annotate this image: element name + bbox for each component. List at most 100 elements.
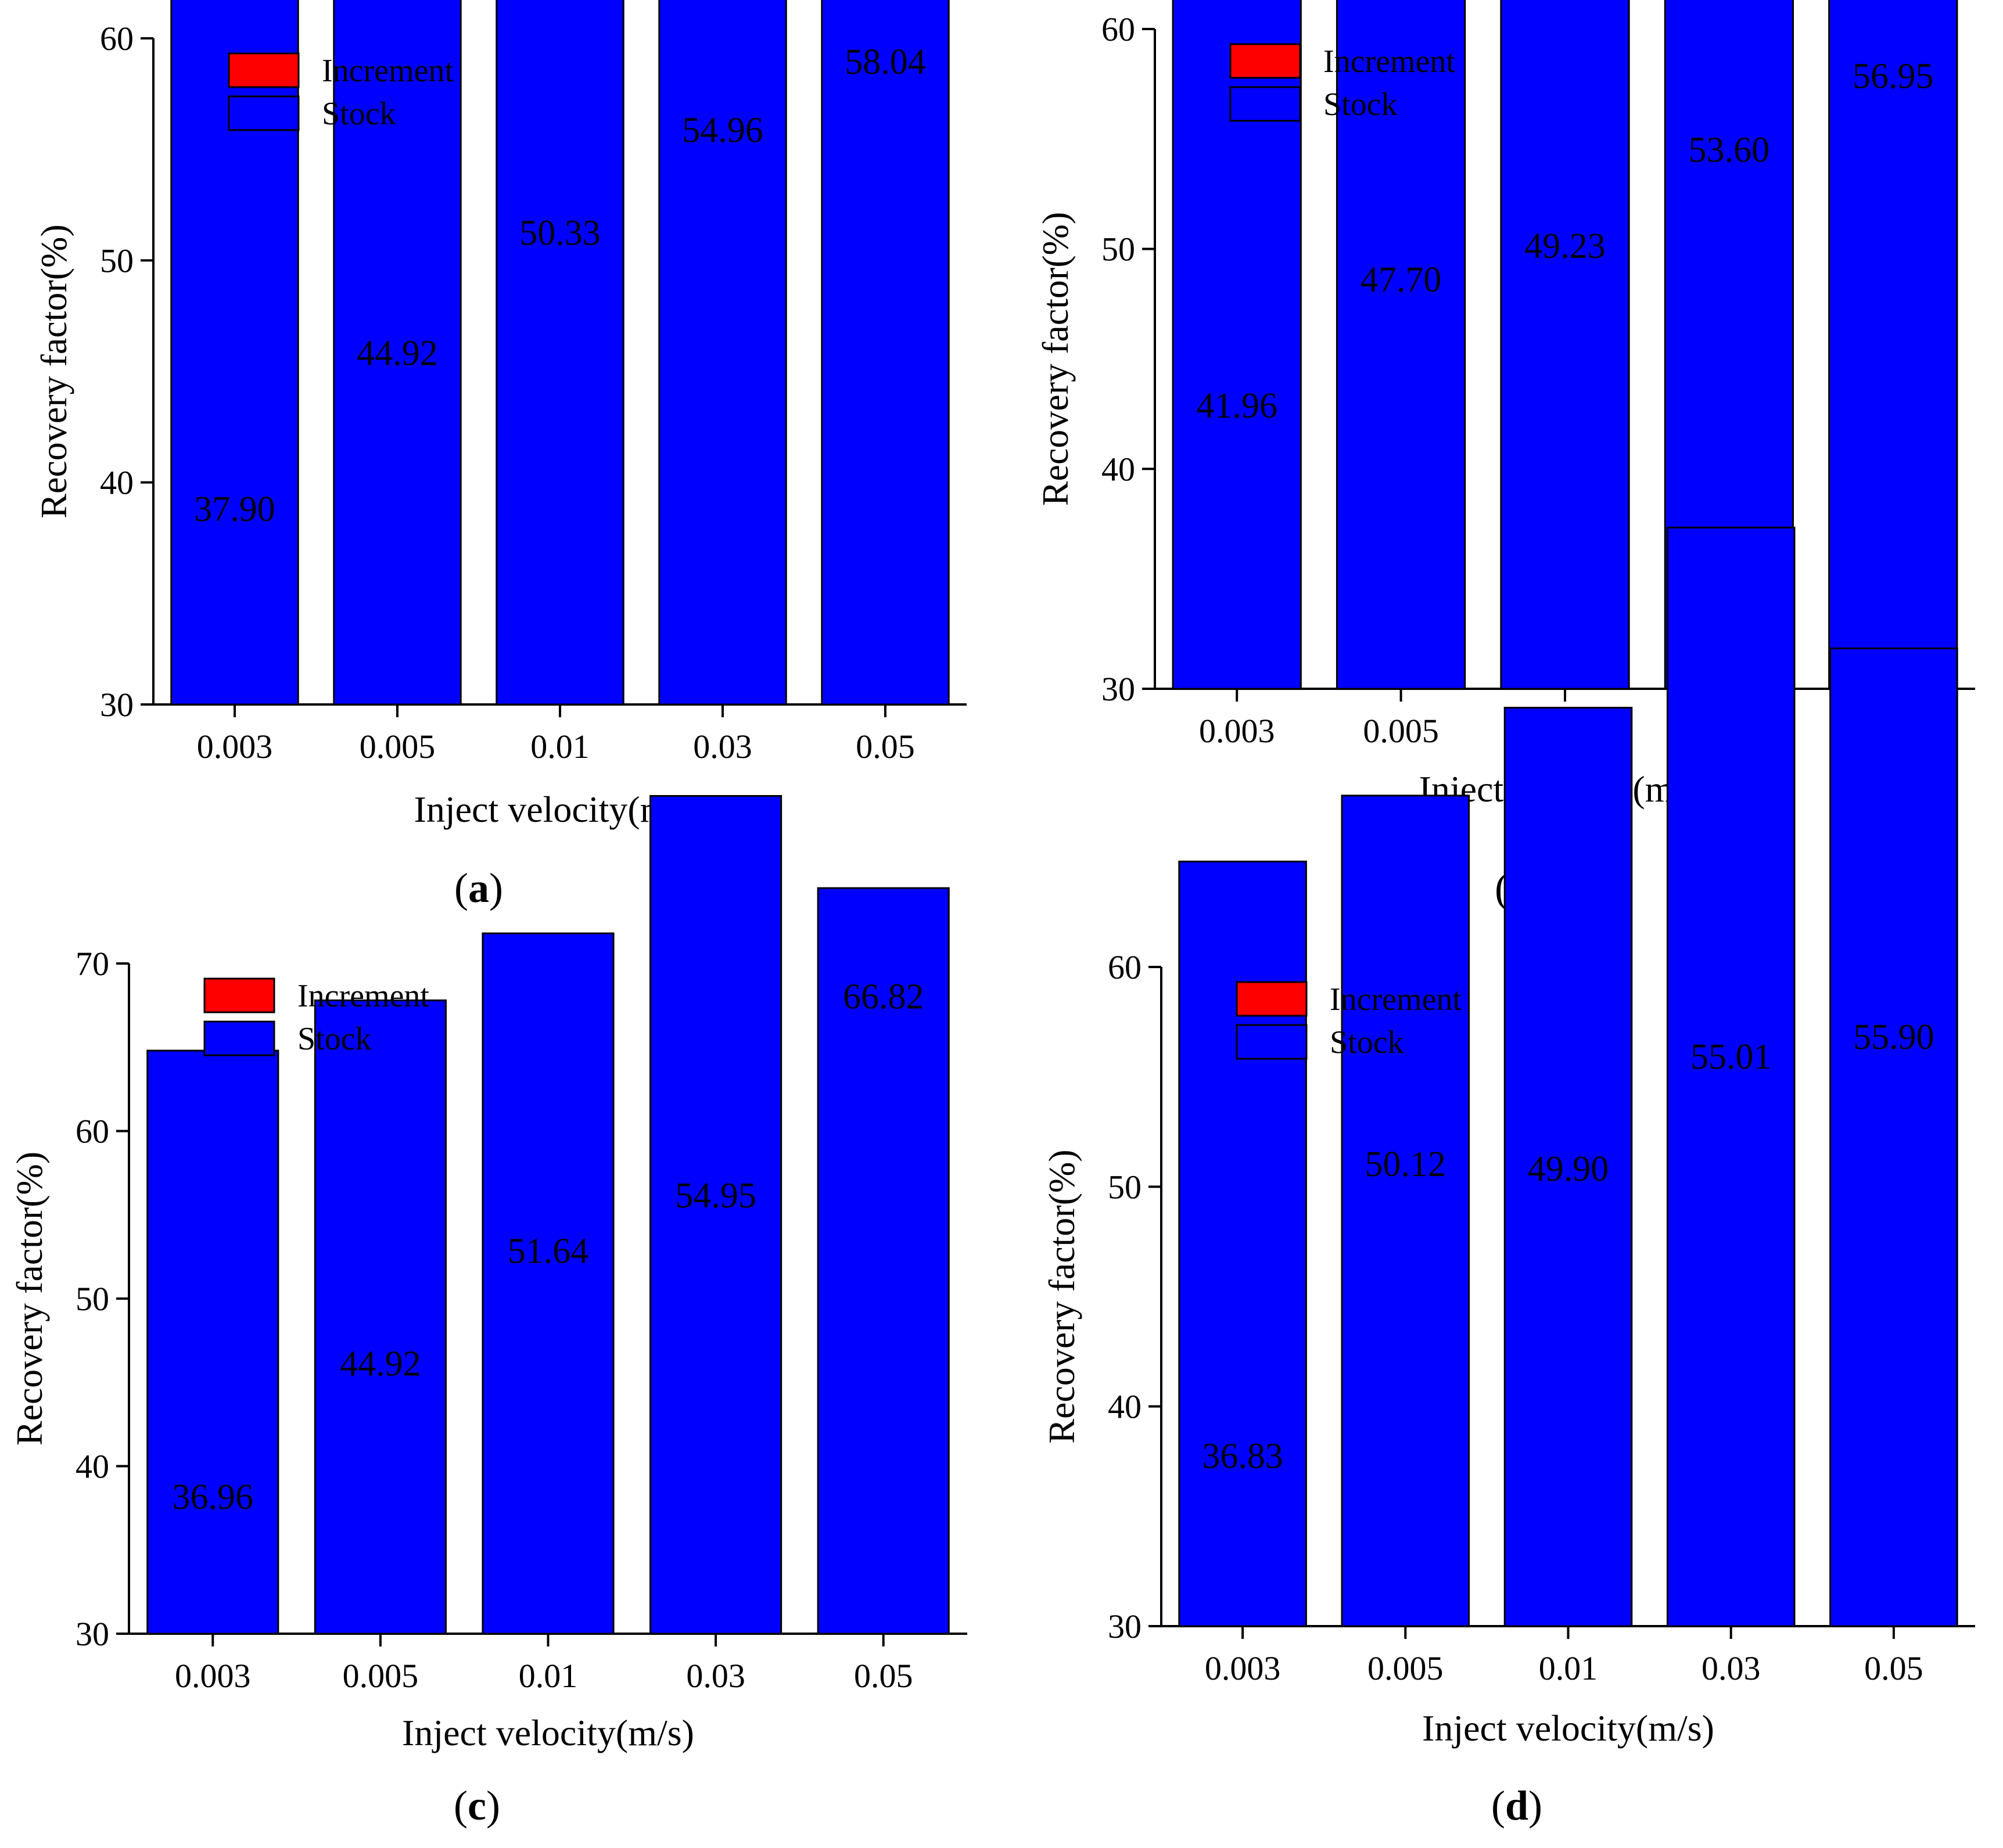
y-tick-label: 50 (76, 1280, 109, 1318)
x-tick-label: 0.05 (856, 728, 915, 765)
legend-label-stock: Stock (322, 96, 396, 132)
panel-letter: c (468, 1782, 486, 1829)
panel-a-chart: 30 40 50 60 37.90 0.003 44.92 0.005 50.33 0.01 54.… (33, 0, 967, 911)
bar-total-label: 54.96 (682, 111, 763, 150)
legend-label-increment: Increment (322, 53, 454, 89)
y-tick-label: 60 (76, 1113, 109, 1150)
bar-total-label: 44.92 (357, 334, 438, 373)
panel-letter: a (468, 865, 489, 911)
legend-swatch-increment (1229, 43, 1301, 79)
bar-stock (1503, 707, 1633, 1627)
panel-label: (d) (1491, 1782, 1542, 1829)
y-tick-label: 60 (100, 20, 134, 57)
legend-swatch-stock (228, 95, 300, 131)
panel-label: (c) (454, 1782, 500, 1829)
y-tick-label: 40 (76, 1448, 109, 1486)
bar-stock (496, 0, 624, 706)
legend-swatch-stock (1229, 86, 1301, 122)
bar-total-label: 56.95 (1853, 56, 1934, 96)
legend-label-increment: Increment (1323, 44, 1455, 80)
legend-label-stock: Stock (1330, 1024, 1404, 1060)
bar-stock (1178, 860, 1307, 1627)
y-tick-label: 60 (1101, 10, 1135, 48)
bar-total-label: 47.70 (1361, 260, 1442, 300)
y-tick-label: 60 (1108, 948, 1142, 986)
panel-c-chart: 30 40 50 60 70 36.96 0.003 44.92 0.005 51.64 0.01 5… (9, 795, 967, 1829)
bar-stock (1336, 0, 1466, 690)
x-tick-label: 0.005 (1363, 712, 1439, 750)
bar-total-label: 66.82 (843, 977, 924, 1017)
bar-stock (146, 1049, 279, 1635)
x-tick-label: 0.03 (693, 728, 752, 765)
y-tick-label: 30 (76, 1615, 109, 1653)
bar-stock (482, 932, 615, 1635)
legend-swatch-stock (1236, 1024, 1308, 1060)
bar-total-label: 36.83 (1202, 1437, 1283, 1476)
x-tick-label: 0.03 (686, 1657, 745, 1695)
bar-total-label: 55.90 (1853, 1018, 1934, 1057)
bar-stock (1828, 0, 1958, 690)
y-axis-title: Recovery factor(%) (33, 224, 74, 518)
bar-stock (649, 795, 782, 1635)
x-tick-label: 0.03 (1702, 1649, 1761, 1687)
x-tick-label: 0.005 (360, 728, 436, 765)
x-tick-label: 0.01 (1539, 1649, 1598, 1687)
bar-total-label: 36.96 (173, 1477, 254, 1517)
bar-total-label: 49.23 (1524, 226, 1606, 266)
y-tick-label: 30 (1108, 1608, 1142, 1645)
x-tick-label: 0.05 (1864, 1649, 1923, 1687)
x-tick-label: 0.005 (343, 1657, 419, 1695)
bar-stock (333, 0, 462, 706)
y-axis-title: Recovery factor(%) (9, 1152, 50, 1446)
x-tick-label: 0.005 (1367, 1649, 1444, 1687)
bar-stock (817, 887, 950, 1635)
bar-total-label: 53.60 (1689, 130, 1770, 170)
y-axis-title: Recovery factor(%) (1041, 1149, 1082, 1443)
bar-total-label: 49.90 (1528, 1149, 1609, 1189)
legend-swatch-increment (1236, 981, 1308, 1017)
panel-d-chart: 30 40 50 60 36.83 0.003 50.12 0.005 49.90 0.01 55.… (1041, 526, 1975, 1829)
y-tick-label: 70 (76, 945, 109, 983)
y-tick-label: 50 (100, 242, 134, 279)
bar-total-label: 44.92 (340, 1344, 421, 1384)
bar-stock (1829, 647, 1958, 1627)
bar-stock (1500, 0, 1630, 690)
legend-label-increment: Increment (1330, 981, 1462, 1018)
y-tick-label: 40 (100, 464, 134, 502)
bar-total-label: 55.01 (1690, 1037, 1772, 1077)
x-tick-label: 0.003 (1199, 712, 1275, 750)
bar-total-label: 54.95 (675, 1176, 756, 1216)
bar-total-label: 58.04 (845, 42, 926, 82)
panel-label: (a) (454, 865, 503, 911)
bar-stock (658, 0, 787, 706)
bar-stock (1666, 526, 1796, 1627)
x-axis-title: Inject velocity(m/s) (402, 1712, 694, 1753)
y-tick-label: 40 (1108, 1388, 1142, 1426)
x-tick-label: 0.003 (197, 728, 273, 765)
y-tick-label: 50 (1108, 1168, 1142, 1206)
x-axis-title: Inject velocity(m/s) (1422, 1707, 1714, 1749)
bar-stock (1341, 794, 1470, 1627)
legend-label-stock: Stock (1323, 87, 1398, 123)
legend-label-increment: Increment (297, 978, 429, 1014)
y-axis-title: Recovery factor(%) (1035, 212, 1076, 506)
legend-swatch-stock (203, 1020, 275, 1056)
bar-total-label: 41.96 (1196, 386, 1277, 426)
y-tick-label: 30 (100, 686, 134, 724)
x-tick-label: 0.01 (530, 728, 590, 765)
y-tick-label: 40 (1101, 450, 1135, 488)
x-tick-label: 0.05 (854, 1657, 913, 1695)
x-tick-label: 0.003 (175, 1657, 251, 1695)
y-tick-label: 30 (1101, 670, 1135, 708)
bar-stock (821, 0, 950, 706)
x-tick-label: 0.01 (519, 1657, 578, 1695)
bar-total-label: 50.33 (519, 214, 601, 253)
bar-total-label: 50.12 (1365, 1145, 1446, 1184)
bar-total-label: 37.90 (194, 490, 275, 529)
x-tick-label: 0.003 (1205, 1649, 1281, 1687)
bar-total-label: 51.64 (508, 1232, 589, 1271)
y-tick-label: 50 (1101, 231, 1135, 268)
bar-stock (314, 999, 447, 1635)
legend-label-stock: Stock (297, 1021, 372, 1057)
